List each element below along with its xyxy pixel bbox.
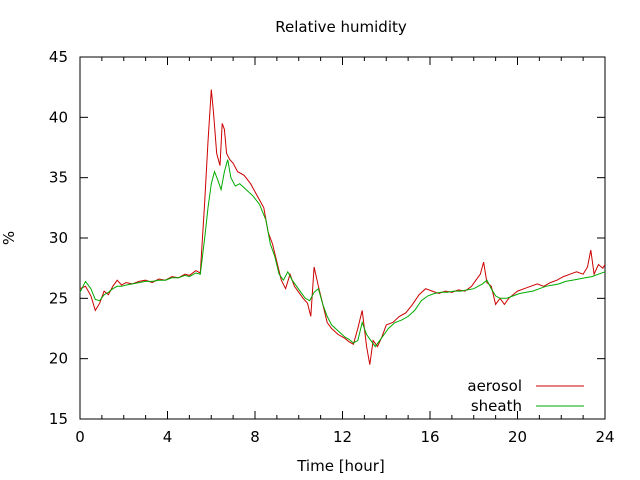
y-tick-label: 40 — [49, 108, 68, 126]
x-axis-label: Time [hour] — [296, 457, 385, 475]
x-tick-label: 4 — [163, 428, 173, 446]
legend-label-aerosol: aerosol — [467, 377, 522, 395]
y-tick-label: 20 — [49, 350, 68, 368]
x-tick-label: 8 — [250, 428, 260, 446]
series-layer — [79, 89, 606, 365]
legend: aerosol sheath — [467, 377, 584, 415]
plot-border — [79, 56, 606, 420]
x-tick-label: 16 — [420, 428, 439, 446]
y-tick-label: 35 — [49, 169, 68, 187]
x-tick-label: 0 — [75, 428, 85, 446]
y-tick-label: 45 — [49, 48, 68, 66]
x-tick-label: 24 — [595, 428, 614, 446]
y-tick-label: 25 — [49, 289, 68, 307]
x-axis-ticks: 0 4 8 12 16 20 24 — [75, 57, 615, 446]
y-tick-label: 15 — [49, 410, 68, 428]
legend-label-sheath: sheath — [471, 397, 522, 415]
series-line-sheath — [79, 159, 606, 348]
y-axis-label: % — [0, 231, 18, 245]
series-line-aerosol — [79, 89, 606, 365]
y-tick-label: 30 — [49, 229, 68, 247]
x-tick-label: 12 — [333, 428, 352, 446]
plot-frame — [79, 56, 606, 420]
y-axis-ticks: 15 20 25 30 35 40 45 — [49, 48, 605, 428]
x-tick-label: 20 — [508, 428, 527, 446]
chart-title: Relative humidity — [275, 18, 407, 36]
